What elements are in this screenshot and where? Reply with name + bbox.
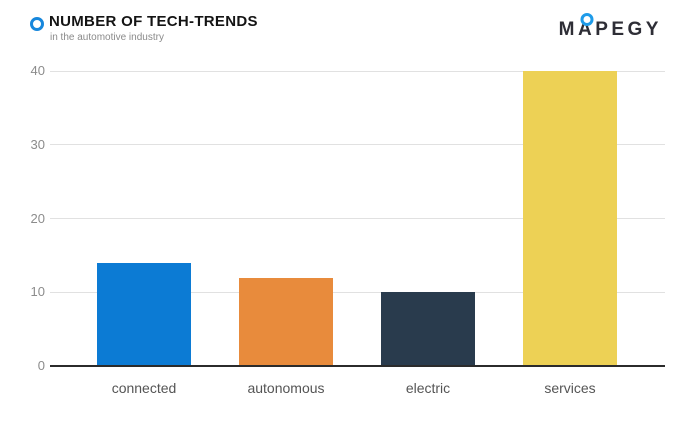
- y-tick-label-30: 30: [30, 136, 45, 152]
- y-tick-label-0: 0: [37, 358, 45, 373]
- x-tick-label-connected: connected: [111, 380, 177, 396]
- gridline-10: [50, 291, 665, 293]
- bar-electric: [381, 292, 475, 366]
- bar-autonomous: [239, 277, 333, 366]
- mapegy-logo: M APEGY: [558, 13, 662, 41]
- gridline-30: [50, 144, 665, 146]
- logo-text-part1: M: [558, 19, 578, 40]
- tech-trends-ring-icon: [30, 17, 44, 31]
- y-tick-label-20: 20: [30, 210, 45, 226]
- gridline-40: [50, 70, 665, 72]
- bar-services: [523, 71, 617, 366]
- y-tick-label-40: 40: [30, 63, 45, 78]
- chart-title: NUMBER OF TECH-TRENDS: [49, 13, 258, 30]
- logo-text-part2: PEGY: [595, 19, 662, 40]
- gridline-20: [50, 218, 665, 219]
- bar-connected: [97, 262, 191, 366]
- x-tick-label-autonomous: autonomous: [247, 380, 325, 396]
- x-axis-line: [50, 365, 665, 367]
- y-tick-label-10: 10: [30, 284, 45, 300]
- chart-subtitle: in the automotive industry: [50, 32, 164, 43]
- x-tick-label-electric: electric: [405, 380, 451, 396]
- logo-a-ring-icon: [580, 13, 594, 26]
- x-tick-label-services: services: [544, 380, 596, 396]
